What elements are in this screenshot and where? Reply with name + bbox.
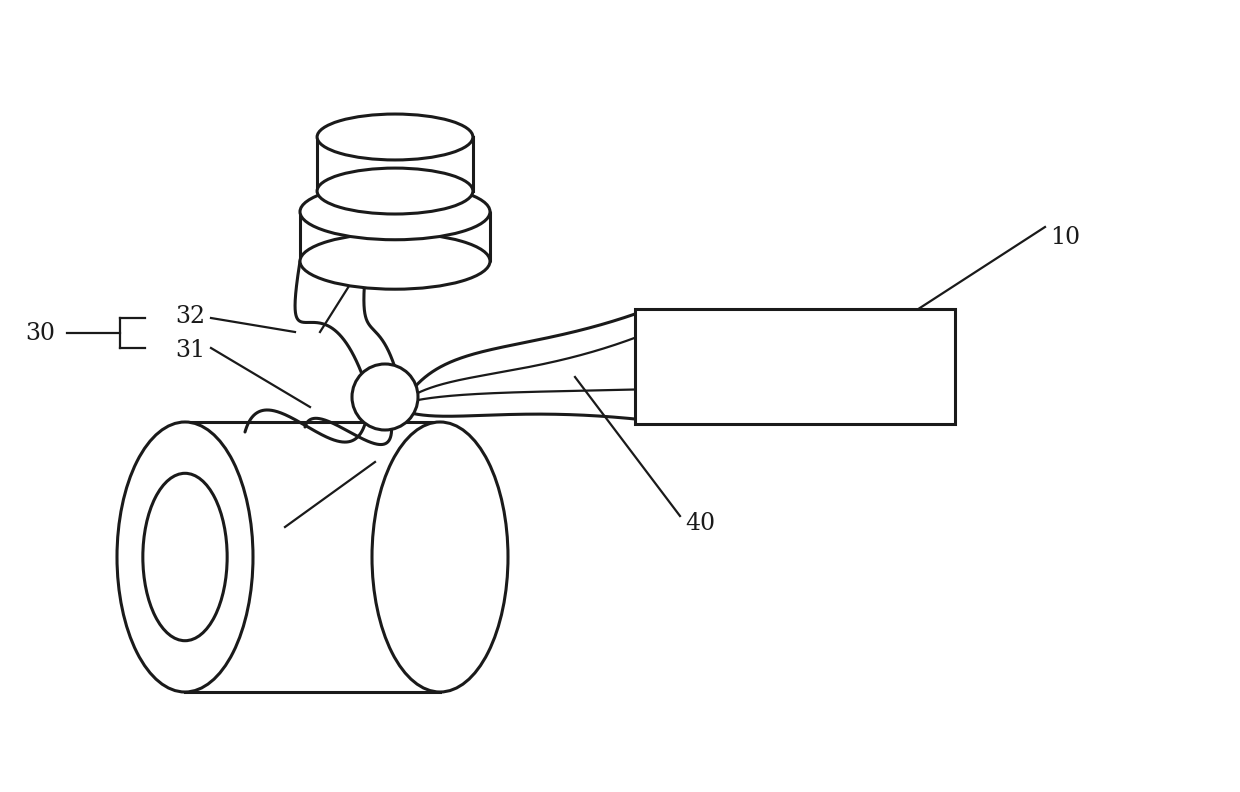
Text: 30: 30 bbox=[25, 322, 55, 345]
Bar bbox=[635, 309, 955, 424]
Ellipse shape bbox=[117, 422, 253, 692]
Text: 40: 40 bbox=[684, 512, 715, 535]
Ellipse shape bbox=[372, 422, 508, 692]
Text: 10: 10 bbox=[1050, 226, 1080, 249]
Circle shape bbox=[352, 364, 418, 430]
Ellipse shape bbox=[300, 233, 490, 289]
Ellipse shape bbox=[317, 114, 472, 160]
Ellipse shape bbox=[317, 168, 472, 214]
Ellipse shape bbox=[143, 474, 227, 641]
Ellipse shape bbox=[300, 184, 490, 240]
Text: 32: 32 bbox=[175, 304, 205, 328]
Text: 31: 31 bbox=[175, 338, 205, 361]
